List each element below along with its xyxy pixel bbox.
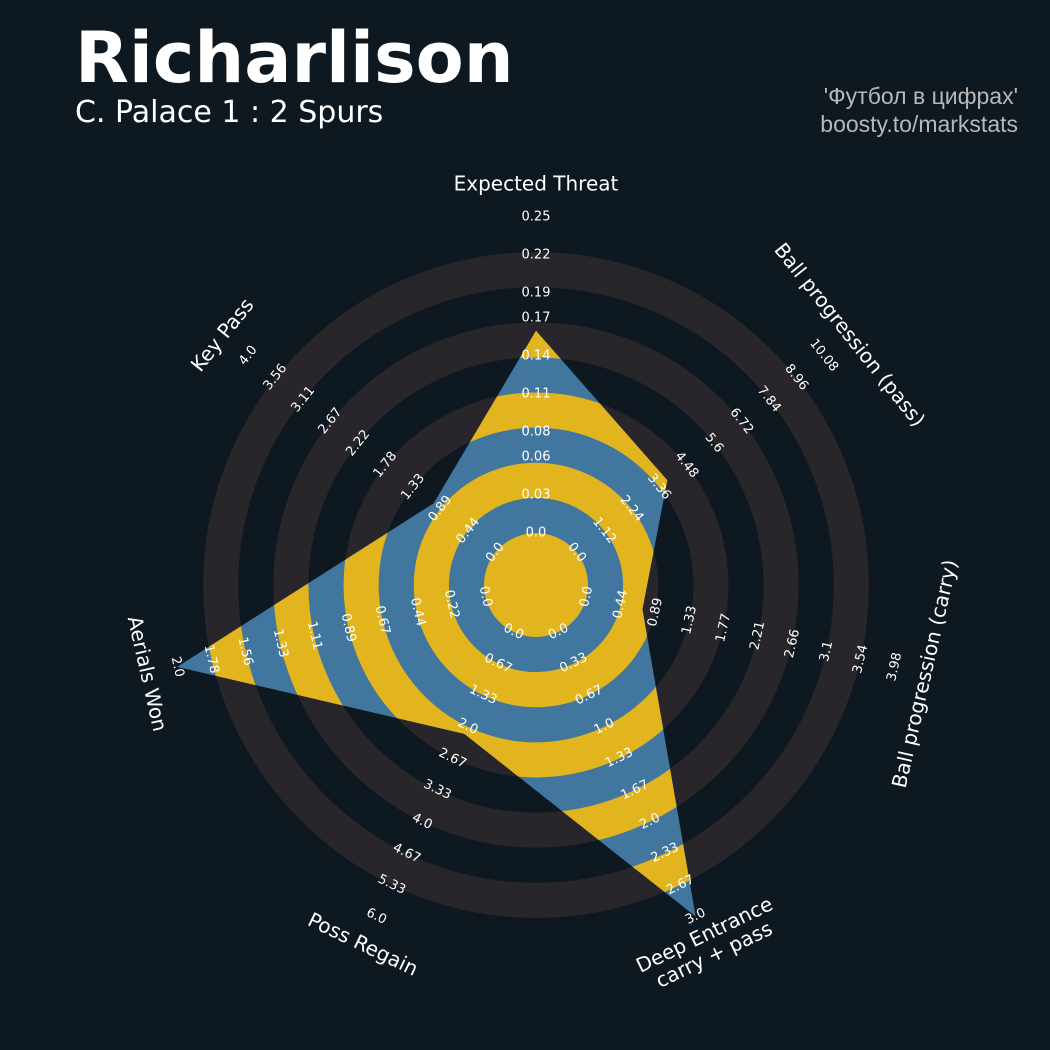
tick-label: 0.0: [526, 526, 547, 541]
tick-label: 0.06: [522, 450, 551, 465]
tick-label: 1.78: [201, 643, 222, 675]
chart-title: Richarlison: [75, 17, 514, 99]
polygon-center: [484, 533, 588, 637]
tick-label: 1.33: [679, 604, 700, 636]
tick-label: 0.25: [522, 210, 551, 225]
tick-label: 2.66: [782, 628, 803, 660]
tick-label: 0.19: [522, 285, 551, 300]
tick-label: 0.0: [577, 585, 596, 609]
tick-label: 0.44: [407, 596, 428, 628]
background-ring: [203, 252, 869, 918]
tick-label: 0.22: [522, 247, 551, 262]
tick-label: 1.33: [270, 628, 291, 660]
tick-label: 1.11: [304, 620, 325, 652]
polygon-ring: [413, 462, 659, 708]
tick-label: 1.77: [713, 612, 734, 644]
credit: boosty.to/markstats: [820, 111, 1018, 137]
tick-label: 0.17: [522, 311, 551, 326]
tick-label: 0.14: [522, 349, 551, 364]
tick-label: 3.1: [817, 640, 836, 664]
polygon-ring: [343, 392, 696, 778]
credit: 'Футбол в цифрах': [824, 83, 1018, 109]
tick-label: 3.98: [884, 651, 905, 683]
chart-subtitle: C. Palace 1 : 2 Spurs: [75, 95, 383, 130]
tick-label: 0.67: [372, 604, 393, 636]
tick-label: 0.89: [338, 612, 359, 644]
tick-label: 2.21: [747, 620, 768, 652]
tick-label: 0.08: [522, 424, 551, 439]
tick-label: 3.54: [850, 643, 871, 675]
tick-label: 0.0: [476, 585, 495, 609]
axis-label: Expected Threat: [454, 172, 619, 196]
tick-label: 0.03: [522, 488, 551, 503]
tick-label: 2.0: [168, 655, 187, 679]
tick-label: 0.22: [441, 589, 462, 621]
tick-label: 0.11: [522, 386, 551, 401]
tick-label: 1.56: [234, 636, 255, 668]
tick-label: 0.44: [610, 589, 631, 621]
tick-label: 0.89: [645, 597, 666, 629]
